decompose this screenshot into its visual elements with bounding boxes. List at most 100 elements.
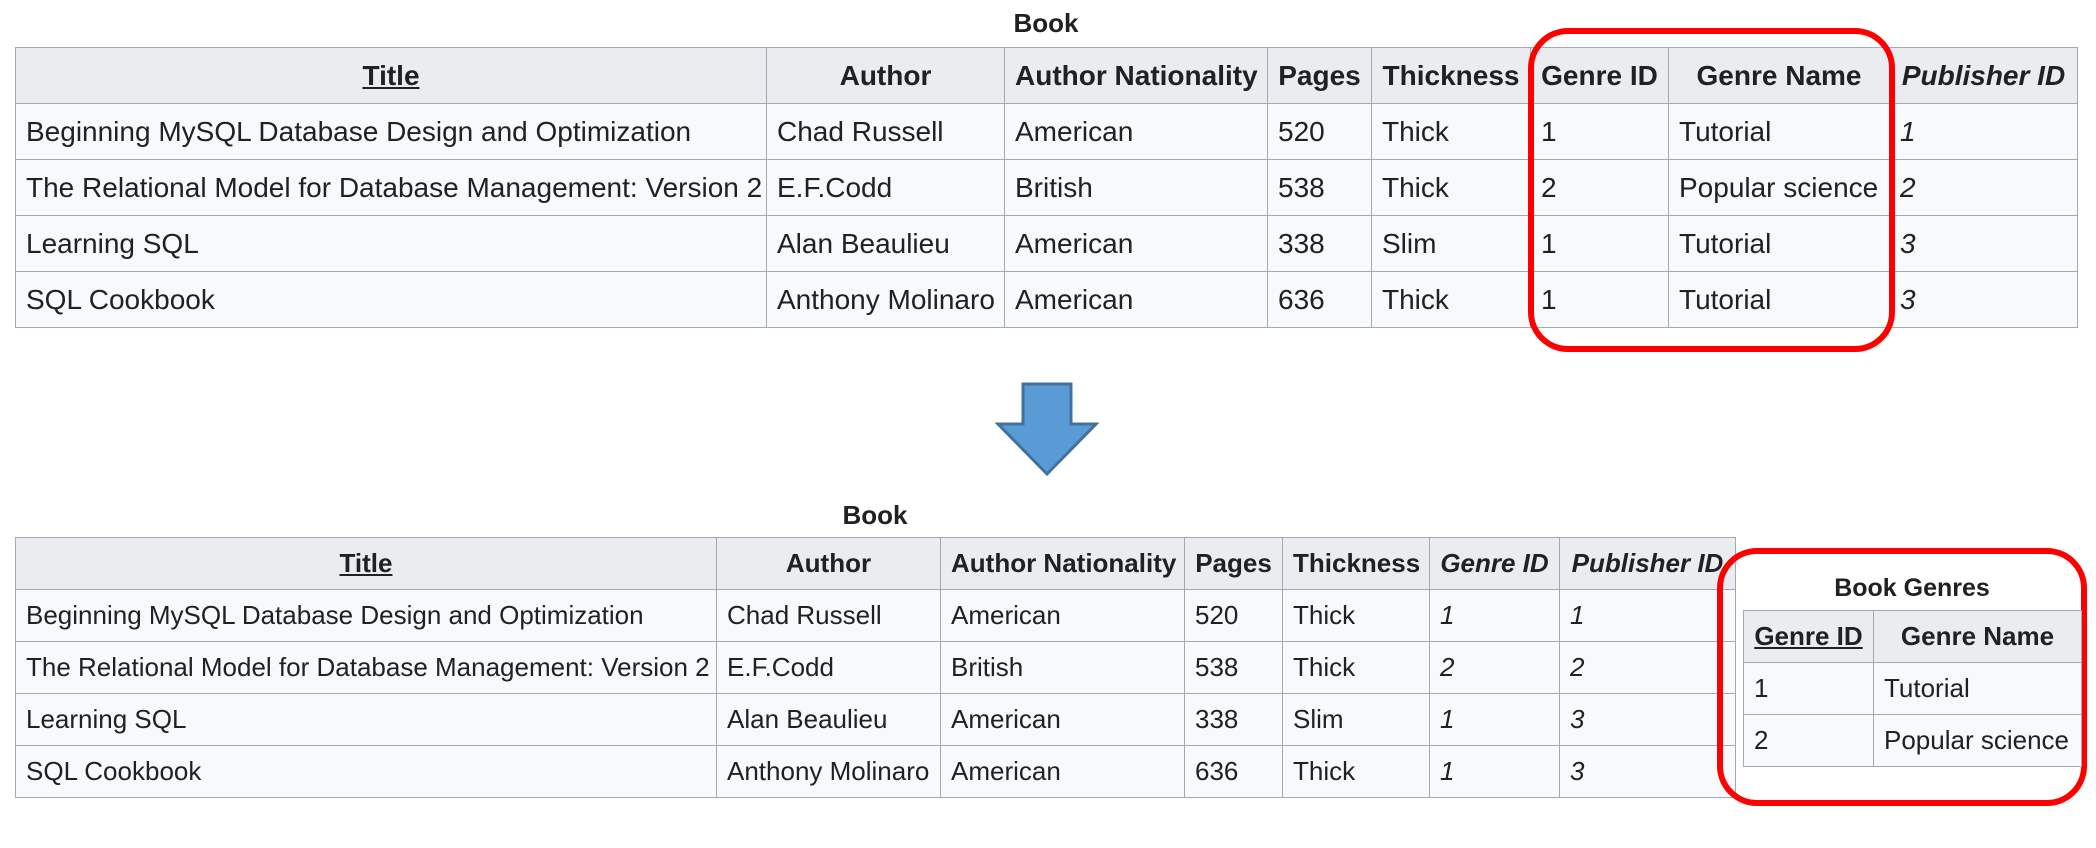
table-row: 2 Popular science: [1743, 714, 2082, 767]
header-row: Genre ID Genre Name: [1743, 610, 2082, 663]
cell-pages: 636: [1267, 271, 1372, 328]
col-genre-id-header: Genre ID: [1530, 47, 1669, 104]
cell-publisher-id: 3: [1889, 215, 2078, 272]
cell-author: E.F.Codd: [766, 159, 1005, 216]
col-genre-id-header: Genre ID: [1743, 610, 1874, 663]
col-publisher-id-header: Publisher ID: [1559, 537, 1736, 590]
cell-author: Alan Beaulieu: [716, 693, 941, 746]
cell-genre-id: 1: [1429, 589, 1560, 642]
col-pages-header: Pages: [1267, 47, 1372, 104]
cell-publisher-id: 3: [1559, 745, 1736, 798]
table-row: The Relational Model for Database Manage…: [15, 641, 1736, 694]
table-row: The Relational Model for Database Manage…: [15, 159, 2078, 216]
col-author-nationality-header: Author Nationality: [1004, 47, 1268, 104]
cell-title: SQL Cookbook: [15, 271, 767, 328]
cell-genre-id: 2: [1429, 641, 1560, 694]
cell-genre-id: 1: [1743, 662, 1874, 715]
cell-pages: 520: [1184, 589, 1283, 642]
cell-author: Chad Russell: [716, 589, 941, 642]
col-genre-name-header: Genre Name: [1668, 47, 1890, 104]
cell-publisher-id: 3: [1559, 693, 1736, 746]
cell-title: Beginning MySQL Database Design and Opti…: [15, 103, 767, 160]
cell-pages: 636: [1184, 745, 1283, 798]
table-row: Learning SQL Alan Beaulieu American 338 …: [15, 693, 1736, 746]
col-publisher-id-header: Publisher ID: [1889, 47, 2078, 104]
cell-thickness: Thick: [1282, 745, 1430, 798]
cell-pages: 538: [1184, 641, 1283, 694]
cell-genre-name: Tutorial: [1668, 215, 1890, 272]
cell-genre-id: 1: [1429, 693, 1560, 746]
cell-publisher-id: 1: [1559, 589, 1736, 642]
table-row: 1 Tutorial: [1743, 662, 2082, 715]
cell-nationality: American: [940, 745, 1185, 798]
cell-thickness: Thick: [1371, 103, 1531, 160]
cell-pages: 520: [1267, 103, 1372, 160]
cell-author: Alan Beaulieu: [766, 215, 1005, 272]
cell-author: E.F.Codd: [716, 641, 941, 694]
cell-nationality: American: [1004, 271, 1268, 328]
down-arrow-shape: [995, 382, 1099, 477]
col-title-header: Title: [15, 537, 717, 590]
col-author-header: Author: [766, 47, 1005, 104]
book-after-table: Title Author Author Nationality Pages Th…: [15, 537, 1736, 798]
genre-columns-highlight: [1528, 28, 1895, 352]
cell-thickness: Thick: [1282, 589, 1430, 642]
book-before-caption: Book: [1013, 8, 1079, 38]
table-row: Beginning MySQL Database Design and Opti…: [15, 103, 2078, 160]
col-thickness-header: Thickness: [1282, 537, 1430, 590]
cell-genre-id: 1: [1530, 103, 1669, 160]
cell-genre-name: Tutorial: [1668, 271, 1890, 328]
col-author-nationality-header: Author Nationality: [940, 537, 1185, 590]
cell-publisher-id: 1: [1889, 103, 2078, 160]
table-row: SQL Cookbook Anthony Molinaro American 6…: [15, 745, 1736, 798]
table-row: Beginning MySQL Database Design and Opti…: [15, 589, 1736, 642]
col-genre-name-header: Genre Name: [1873, 610, 2082, 663]
cell-genre-id: 2: [1743, 714, 1874, 767]
cell-nationality: American: [940, 693, 1185, 746]
cell-nationality: American: [940, 589, 1185, 642]
col-genre-id-header: Genre ID: [1429, 537, 1560, 590]
cell-genre-id: 1: [1429, 745, 1560, 798]
cell-title: SQL Cookbook: [15, 745, 717, 798]
cell-genre-name: Popular science: [1873, 714, 2082, 767]
cell-genre-name: Tutorial: [1873, 662, 2082, 715]
cell-title: Learning SQL: [15, 215, 767, 272]
cell-thickness: Thick: [1371, 159, 1531, 216]
cell-nationality: American: [1004, 103, 1268, 160]
cell-author: Anthony Molinaro: [766, 271, 1005, 328]
col-thickness-header: Thickness: [1371, 47, 1531, 104]
cell-thickness: Slim: [1371, 215, 1531, 272]
cell-thickness: Thick: [1371, 271, 1531, 328]
header-row: Title Author Author Nationality Pages Th…: [15, 47, 2078, 104]
down-arrow-icon: [995, 382, 1099, 477]
cell-thickness: Thick: [1282, 641, 1430, 694]
header-row: Title Author Author Nationality Pages Th…: [15, 537, 1736, 590]
cell-publisher-id: 2: [1889, 159, 2078, 216]
col-author-header: Author: [716, 537, 941, 590]
cell-nationality: American: [1004, 215, 1268, 272]
cell-pages: 338: [1267, 215, 1372, 272]
cell-genre-name: Tutorial: [1668, 103, 1890, 160]
cell-nationality: British: [940, 641, 1185, 694]
cell-genre-name: Popular science: [1668, 159, 1890, 216]
cell-publisher-id: 3: [1889, 271, 2078, 328]
book-after-caption: Book: [842, 500, 908, 530]
cell-title: Learning SQL: [15, 693, 717, 746]
cell-pages: 338: [1184, 693, 1283, 746]
cell-nationality: British: [1004, 159, 1268, 216]
cell-publisher-id: 2: [1559, 641, 1736, 694]
book-genres-highlight: [1717, 548, 2087, 806]
book-genres-table: Genre ID Genre Name 1 Tutorial 2 Popular…: [1743, 610, 2082, 767]
cell-pages: 538: [1267, 159, 1372, 216]
cell-author: Anthony Molinaro: [716, 745, 941, 798]
table-row: SQL Cookbook Anthony Molinaro American 6…: [15, 271, 2078, 328]
col-pages-header: Pages: [1184, 537, 1283, 590]
cell-genre-id: 1: [1530, 215, 1669, 272]
cell-thickness: Slim: [1282, 693, 1430, 746]
book-before-table: Title Author Author Nationality Pages Th…: [15, 47, 2078, 328]
col-title-header: Title: [15, 47, 767, 104]
cell-title: Beginning MySQL Database Design and Opti…: [15, 589, 717, 642]
cell-title: The Relational Model for Database Manage…: [15, 159, 767, 216]
cell-title: The Relational Model for Database Manage…: [15, 641, 717, 694]
cell-author: Chad Russell: [766, 103, 1005, 160]
